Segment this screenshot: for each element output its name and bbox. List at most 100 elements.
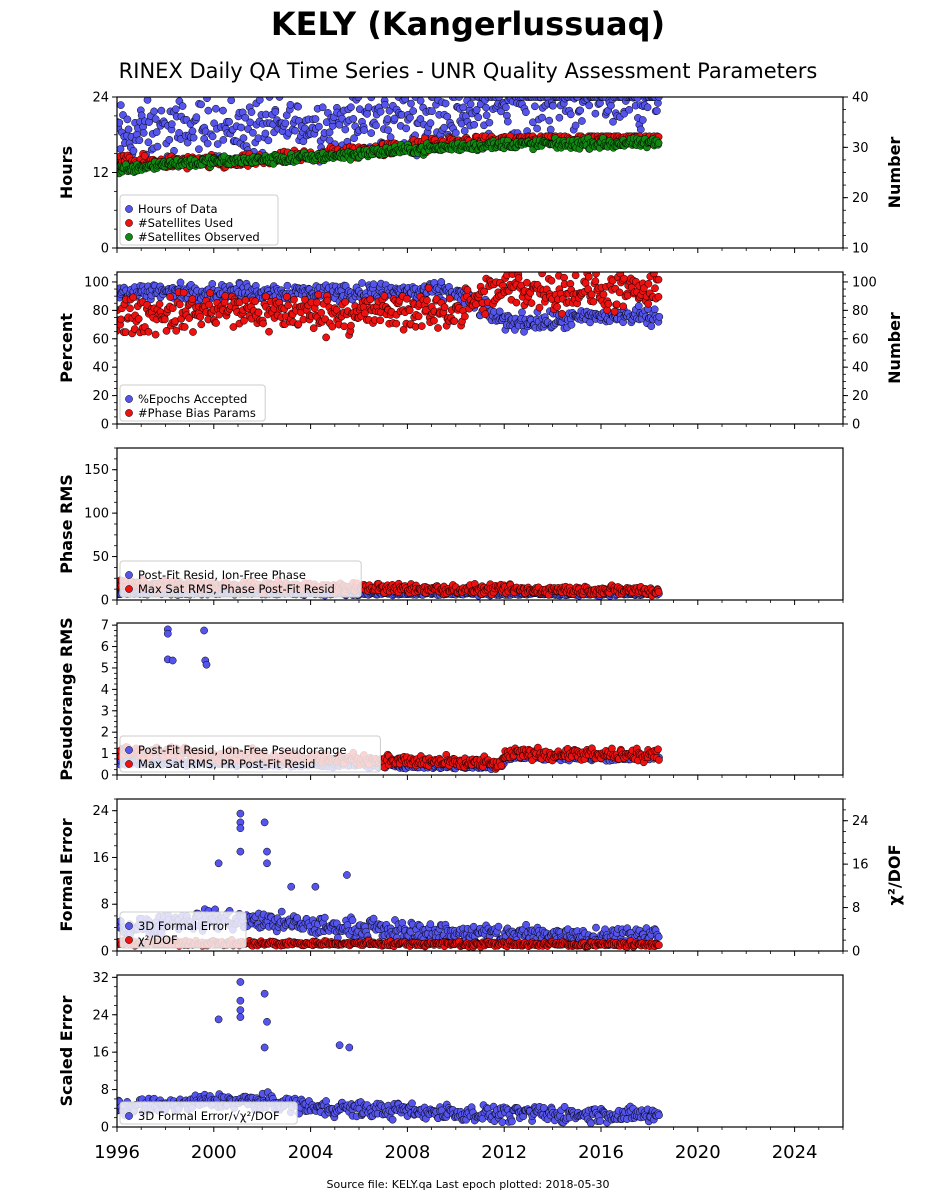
data-point bbox=[424, 284, 433, 292]
data-point bbox=[503, 117, 512, 126]
data-point bbox=[610, 307, 619, 316]
data-point bbox=[117, 145, 125, 153]
data-point bbox=[117, 101, 125, 109]
data-point bbox=[407, 99, 415, 108]
ytick-label: 0 bbox=[101, 418, 109, 433]
data-point bbox=[208, 132, 217, 141]
data-point bbox=[166, 293, 174, 301]
y2tick-label: 10 bbox=[852, 242, 869, 257]
data-point bbox=[555, 113, 564, 122]
data-point bbox=[423, 296, 431, 305]
y2tick-label: 20 bbox=[852, 389, 869, 404]
ytick-label: 20 bbox=[92, 389, 109, 404]
data-point bbox=[538, 272, 546, 278]
data-point bbox=[254, 308, 263, 317]
data-point bbox=[341, 298, 350, 306]
data-point-outlier bbox=[202, 660, 211, 669]
data-point bbox=[178, 102, 187, 110]
data-point bbox=[654, 745, 662, 754]
data-point bbox=[259, 319, 267, 328]
data-point bbox=[591, 109, 600, 118]
data-point bbox=[655, 312, 664, 321]
ytick-label: 80 bbox=[92, 304, 109, 319]
legend-box bbox=[119, 560, 362, 598]
data-point bbox=[619, 302, 628, 311]
data-point bbox=[653, 107, 661, 115]
data-point bbox=[212, 104, 220, 113]
data-point bbox=[318, 103, 327, 112]
data-point bbox=[546, 125, 555, 134]
data-point bbox=[578, 117, 586, 125]
legend-box bbox=[119, 384, 266, 422]
data-point bbox=[294, 102, 302, 111]
data-point bbox=[376, 107, 385, 116]
data-point bbox=[255, 97, 264, 104]
data-point bbox=[654, 139, 663, 147]
data-point bbox=[221, 292, 230, 300]
ytick-label: 150 bbox=[84, 463, 109, 478]
data-point bbox=[247, 108, 256, 116]
data-point bbox=[197, 320, 206, 329]
data-point bbox=[481, 310, 490, 319]
data-point bbox=[227, 97, 236, 105]
data-point bbox=[283, 281, 292, 290]
data-point bbox=[225, 117, 233, 126]
data-point bbox=[553, 303, 561, 311]
data-point bbox=[527, 299, 536, 307]
data-point bbox=[363, 110, 371, 118]
data-point bbox=[502, 103, 510, 112]
data-point bbox=[604, 300, 613, 308]
legend-entry: #Satellites Used bbox=[138, 216, 233, 230]
data-point bbox=[647, 322, 656, 331]
data-point bbox=[286, 100, 295, 109]
data-point bbox=[459, 103, 468, 112]
data-point bbox=[189, 133, 198, 142]
points bbox=[117, 97, 663, 178]
figure-subtitle: RINEX Daily QA Time Series - UNR Quality… bbox=[119, 59, 818, 83]
data-point bbox=[523, 278, 531, 287]
data-point-outlier bbox=[168, 656, 177, 665]
data-point bbox=[265, 327, 273, 336]
legend-entry: Max Sat RMS, Phase Post-Fit Resid bbox=[138, 582, 335, 596]
legend-marker bbox=[125, 205, 133, 213]
data-point bbox=[403, 294, 411, 303]
data-point bbox=[633, 97, 642, 102]
data-point bbox=[189, 328, 197, 336]
figure-title: KELY (Kangerlussuaq) bbox=[271, 5, 665, 43]
series-1 bbox=[117, 97, 663, 169]
data-point bbox=[545, 116, 554, 125]
data-point bbox=[117, 118, 124, 127]
data-point bbox=[380, 292, 389, 300]
data-point bbox=[262, 292, 270, 301]
ytick-label: 12 bbox=[92, 166, 109, 181]
data-point bbox=[497, 761, 506, 770]
data-point bbox=[188, 127, 197, 135]
ytick-label: 6 bbox=[101, 640, 109, 655]
data-point bbox=[172, 326, 181, 335]
data-point bbox=[531, 102, 539, 111]
data-point bbox=[175, 300, 184, 309]
data-point bbox=[206, 289, 214, 297]
data-point bbox=[162, 327, 171, 335]
data-point bbox=[366, 295, 375, 304]
data-point bbox=[485, 118, 494, 127]
data-point bbox=[607, 101, 615, 110]
data-point bbox=[281, 119, 290, 128]
data-point bbox=[402, 124, 411, 133]
panel-2: 020406080100Percent020406080100Number%Ep… bbox=[57, 271, 904, 433]
data-point bbox=[241, 113, 250, 122]
data-point bbox=[587, 290, 596, 299]
data-point bbox=[137, 111, 146, 120]
data-point bbox=[592, 272, 600, 278]
data-point bbox=[219, 106, 227, 115]
data-point bbox=[315, 122, 323, 131]
data-point bbox=[655, 756, 663, 764]
data-point bbox=[535, 303, 544, 312]
data-point bbox=[547, 276, 556, 285]
data-point bbox=[576, 106, 585, 115]
data-point bbox=[205, 300, 213, 309]
data-point bbox=[416, 97, 425, 105]
ytick-label: 2 bbox=[101, 726, 109, 741]
data-point bbox=[188, 295, 197, 303]
